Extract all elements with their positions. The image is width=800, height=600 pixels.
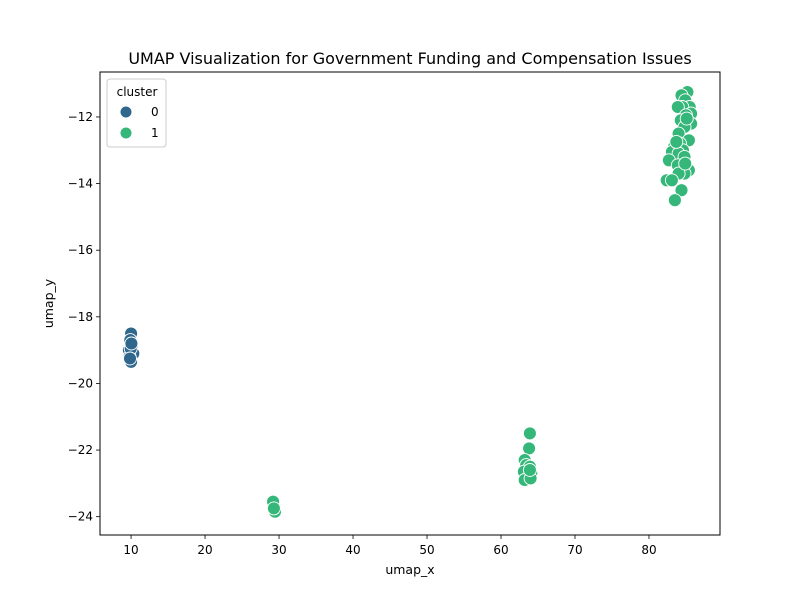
legend-label-1: 1 — [151, 126, 159, 140]
chart-title: UMAP Visualization for Government Fundin… — [128, 49, 691, 68]
y-tick-label: −20 — [68, 376, 93, 390]
legend-marker-1 — [119, 126, 133, 140]
scatter-point-cluster-1-2 — [266, 501, 281, 516]
x-tick-label: 20 — [197, 543, 212, 557]
scatter-point-cluster-1-4 — [522, 441, 537, 456]
x-tick-label: 40 — [345, 543, 360, 557]
scatter-point-cluster-1-12 — [522, 463, 537, 477]
y-axis-label: umap_y — [41, 278, 56, 328]
y-tick-label: −18 — [68, 310, 93, 324]
x-tick-label: 80 — [641, 543, 656, 557]
scatter-point-cluster-1-42 — [678, 156, 693, 171]
y-tick-label: −16 — [68, 243, 93, 257]
scatter-point-cluster-1-3 — [522, 426, 537, 441]
scatter-point-cluster-1-39 — [664, 173, 679, 188]
y-tick-label: −24 — [68, 510, 93, 524]
x-tick-label: 50 — [419, 543, 434, 557]
scatter-point-cluster-0-8 — [124, 336, 139, 351]
scatter-point-cluster-1-41 — [667, 193, 682, 208]
legend-label-0: 0 — [151, 105, 159, 119]
y-tick-label: −14 — [68, 177, 93, 191]
scatter-point-cluster-0-9 — [123, 351, 137, 366]
y-axis-ticks: −24 −22 −20 −18 −16 −14 −12 — [68, 110, 100, 524]
legend: cluster 0 1 — [106, 78, 167, 148]
x-tick-label: 30 — [271, 543, 286, 557]
y-tick-label: −12 — [68, 110, 93, 124]
scatter-point-cluster-1-43 — [669, 134, 684, 149]
x-axis-label: umap_x — [385, 562, 434, 577]
scatter-point-cluster-1-40 — [674, 183, 689, 198]
legend-title: cluster — [117, 85, 158, 99]
y-tick-label: −22 — [68, 443, 93, 457]
x-axis-ticks: 10 20 30 40 50 60 70 80 — [123, 535, 657, 557]
x-tick-label: 60 — [493, 543, 508, 557]
plot-points — [121, 85, 699, 519]
scatter-point-cluster-1-24 — [679, 111, 694, 126]
x-tick-label: 70 — [567, 543, 582, 557]
legend-marker-0 — [119, 105, 133, 119]
scatter-point-cluster-1-18 — [670, 100, 685, 114]
plot-frame — [99, 71, 721, 536]
x-tick-label: 10 — [123, 543, 138, 557]
